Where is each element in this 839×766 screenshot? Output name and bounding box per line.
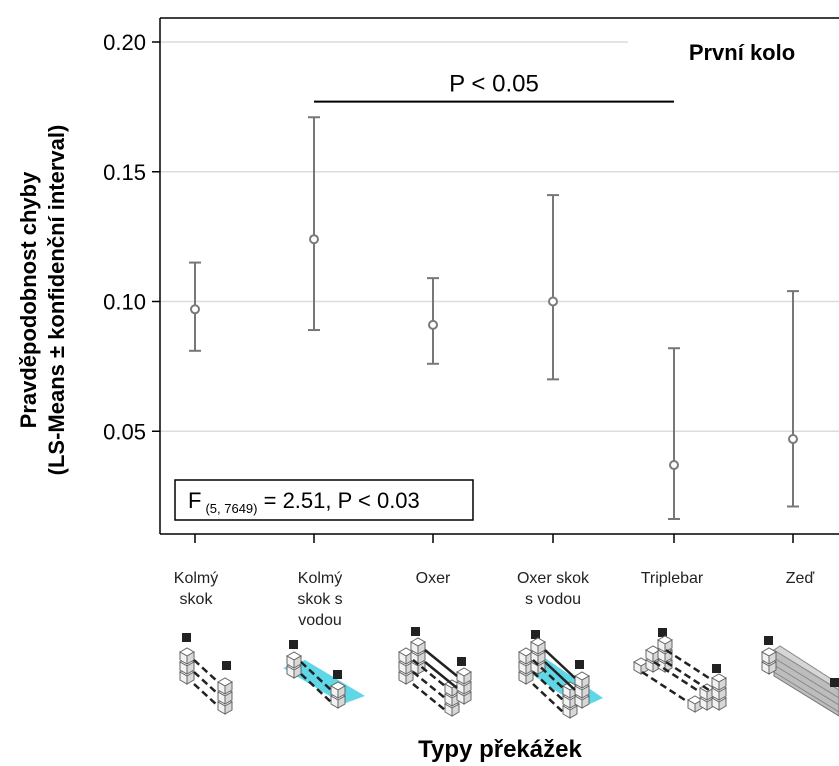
category-labels: Kolmý skok Kolmý skok s vodou Oxer Oxer skok s …	[174, 570, 815, 629]
category-icons	[178, 627, 839, 719]
category-label: Oxer skok	[517, 570, 590, 587]
mean-point	[548, 296, 558, 307]
significance-bracket: P < 0.05	[314, 71, 674, 103]
category-label: skok	[180, 591, 214, 608]
category-label: s vodou	[525, 591, 581, 608]
mean-point	[309, 234, 319, 245]
y-tick-label: 0.10	[103, 290, 146, 315]
significance-label: P < 0.05	[449, 71, 539, 98]
triplebar-fence-icon	[632, 628, 728, 713]
error-bars	[189, 116, 799, 520]
y-axis-title-line: (LS-Means ± konfidenční interval)	[44, 125, 69, 476]
panel-title: První kolo	[689, 40, 795, 65]
panel-title-group: První kolo	[689, 40, 795, 65]
oxer-water-fence-icon	[517, 630, 603, 719]
category-label: Kolmý	[174, 570, 218, 587]
grid-lines: 0.05 0.10 0.15 0.20	[103, 30, 839, 444]
stat-box-frame	[174, 479, 474, 521]
y-axis-title-group: Pravděpodobnost chyby (LS-Means ± konfide…	[16, 125, 69, 476]
y-tick-label: 0.05	[103, 419, 146, 444]
stat-box-text: F (5, 7649) = 2.51, P < 0.03	[188, 488, 420, 516]
category-label: Oxer	[416, 570, 451, 587]
category-label: Kolmý	[298, 570, 342, 587]
y-axis-title: Pravděpodobnost chyby (LS-Means ± konfide…	[16, 125, 69, 476]
stat-box: F (5, 7649) = 2.51, P < 0.03	[174, 479, 474, 521]
y-tick-label: 0.15	[103, 160, 146, 185]
mean-point	[428, 319, 438, 330]
y-tick-label: 0.20	[103, 30, 146, 55]
x-axis-title: Typy překážek	[418, 736, 582, 763]
category-label: Zeď	[786, 570, 815, 587]
y-axis-title-line: Pravděpodobnost chyby	[16, 171, 41, 428]
mean-point	[190, 304, 200, 315]
category-label: vodou	[298, 612, 342, 629]
category-label: Triplebar	[641, 570, 704, 587]
plot-axes	[159, 17, 839, 543]
mean-point	[669, 459, 679, 470]
mean-point	[788, 434, 798, 445]
vertical-fence-icon	[178, 633, 234, 715]
vertical-fence-water-icon	[283, 640, 365, 709]
category-label: skok s	[297, 591, 342, 608]
wall-fence-icon	[760, 636, 839, 717]
oxer-fence-icon	[397, 627, 473, 717]
